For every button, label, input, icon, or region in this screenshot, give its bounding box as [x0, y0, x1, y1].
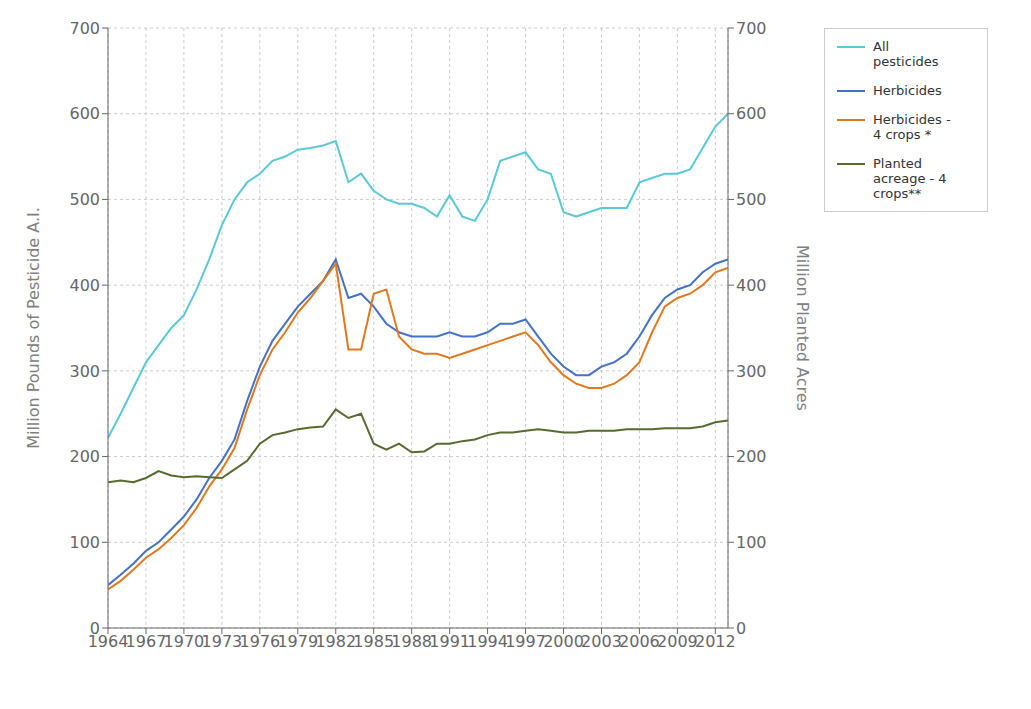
svg-text:200: 200 [736, 447, 767, 466]
svg-text:200: 200 [69, 447, 100, 466]
svg-text:700: 700 [736, 19, 767, 38]
svg-text:700: 700 [69, 19, 100, 38]
svg-text:1997: 1997 [505, 632, 546, 651]
svg-text:1991: 1991 [429, 632, 470, 651]
svg-text:600: 600 [69, 104, 100, 123]
svg-text:1988: 1988 [391, 632, 432, 651]
svg-text:1994: 1994 [467, 632, 508, 651]
svg-text:1967: 1967 [126, 632, 167, 651]
svg-text:1976: 1976 [239, 632, 280, 651]
svg-text:500: 500 [736, 190, 767, 209]
svg-text:2003: 2003 [581, 632, 622, 651]
svg-text:300: 300 [736, 362, 767, 381]
svg-text:400: 400 [69, 276, 100, 295]
svg-text:100: 100 [736, 533, 767, 552]
svg-text:0: 0 [90, 619, 100, 638]
svg-text:1964: 1964 [87, 632, 129, 652]
svg-text:400: 400 [736, 276, 767, 295]
svg-text:1985: 1985 [353, 632, 394, 651]
html-text:All pesticides: All pesticides [873, 39, 939, 69]
svg-text:100: 100 [69, 533, 100, 552]
svg-text:Million Planted Acres: Million Planted Acres [793, 245, 812, 411]
svg-text:0: 0 [736, 619, 746, 638]
svg-text:2009: 2009 [657, 632, 698, 651]
html-text:Herbicides - 4 crops *: Herbicides - 4 crops * [873, 112, 951, 142]
svg-text:2006: 2006 [619, 632, 660, 651]
svg-text:Million Pounds of Pesticide A.: Million Pounds of Pesticide A.I. [24, 207, 43, 449]
svg-text:1982: 1982 [315, 632, 356, 651]
html-text:Planted acreage - 4 crops**: Planted acreage - 4 crops** [873, 156, 947, 201]
html-text:Herbicides: Herbicides [873, 83, 942, 98]
svg-text:500: 500 [69, 190, 100, 209]
svg-text:1973: 1973 [202, 632, 243, 651]
svg-text:1970: 1970 [164, 632, 205, 651]
svg-text:600: 600 [736, 104, 767, 123]
svg-text:2000: 2000 [543, 632, 584, 651]
svg-text:300: 300 [69, 362, 100, 381]
svg-text:2012: 2012 [695, 632, 736, 651]
svg-text:1979: 1979 [277, 632, 318, 651]
